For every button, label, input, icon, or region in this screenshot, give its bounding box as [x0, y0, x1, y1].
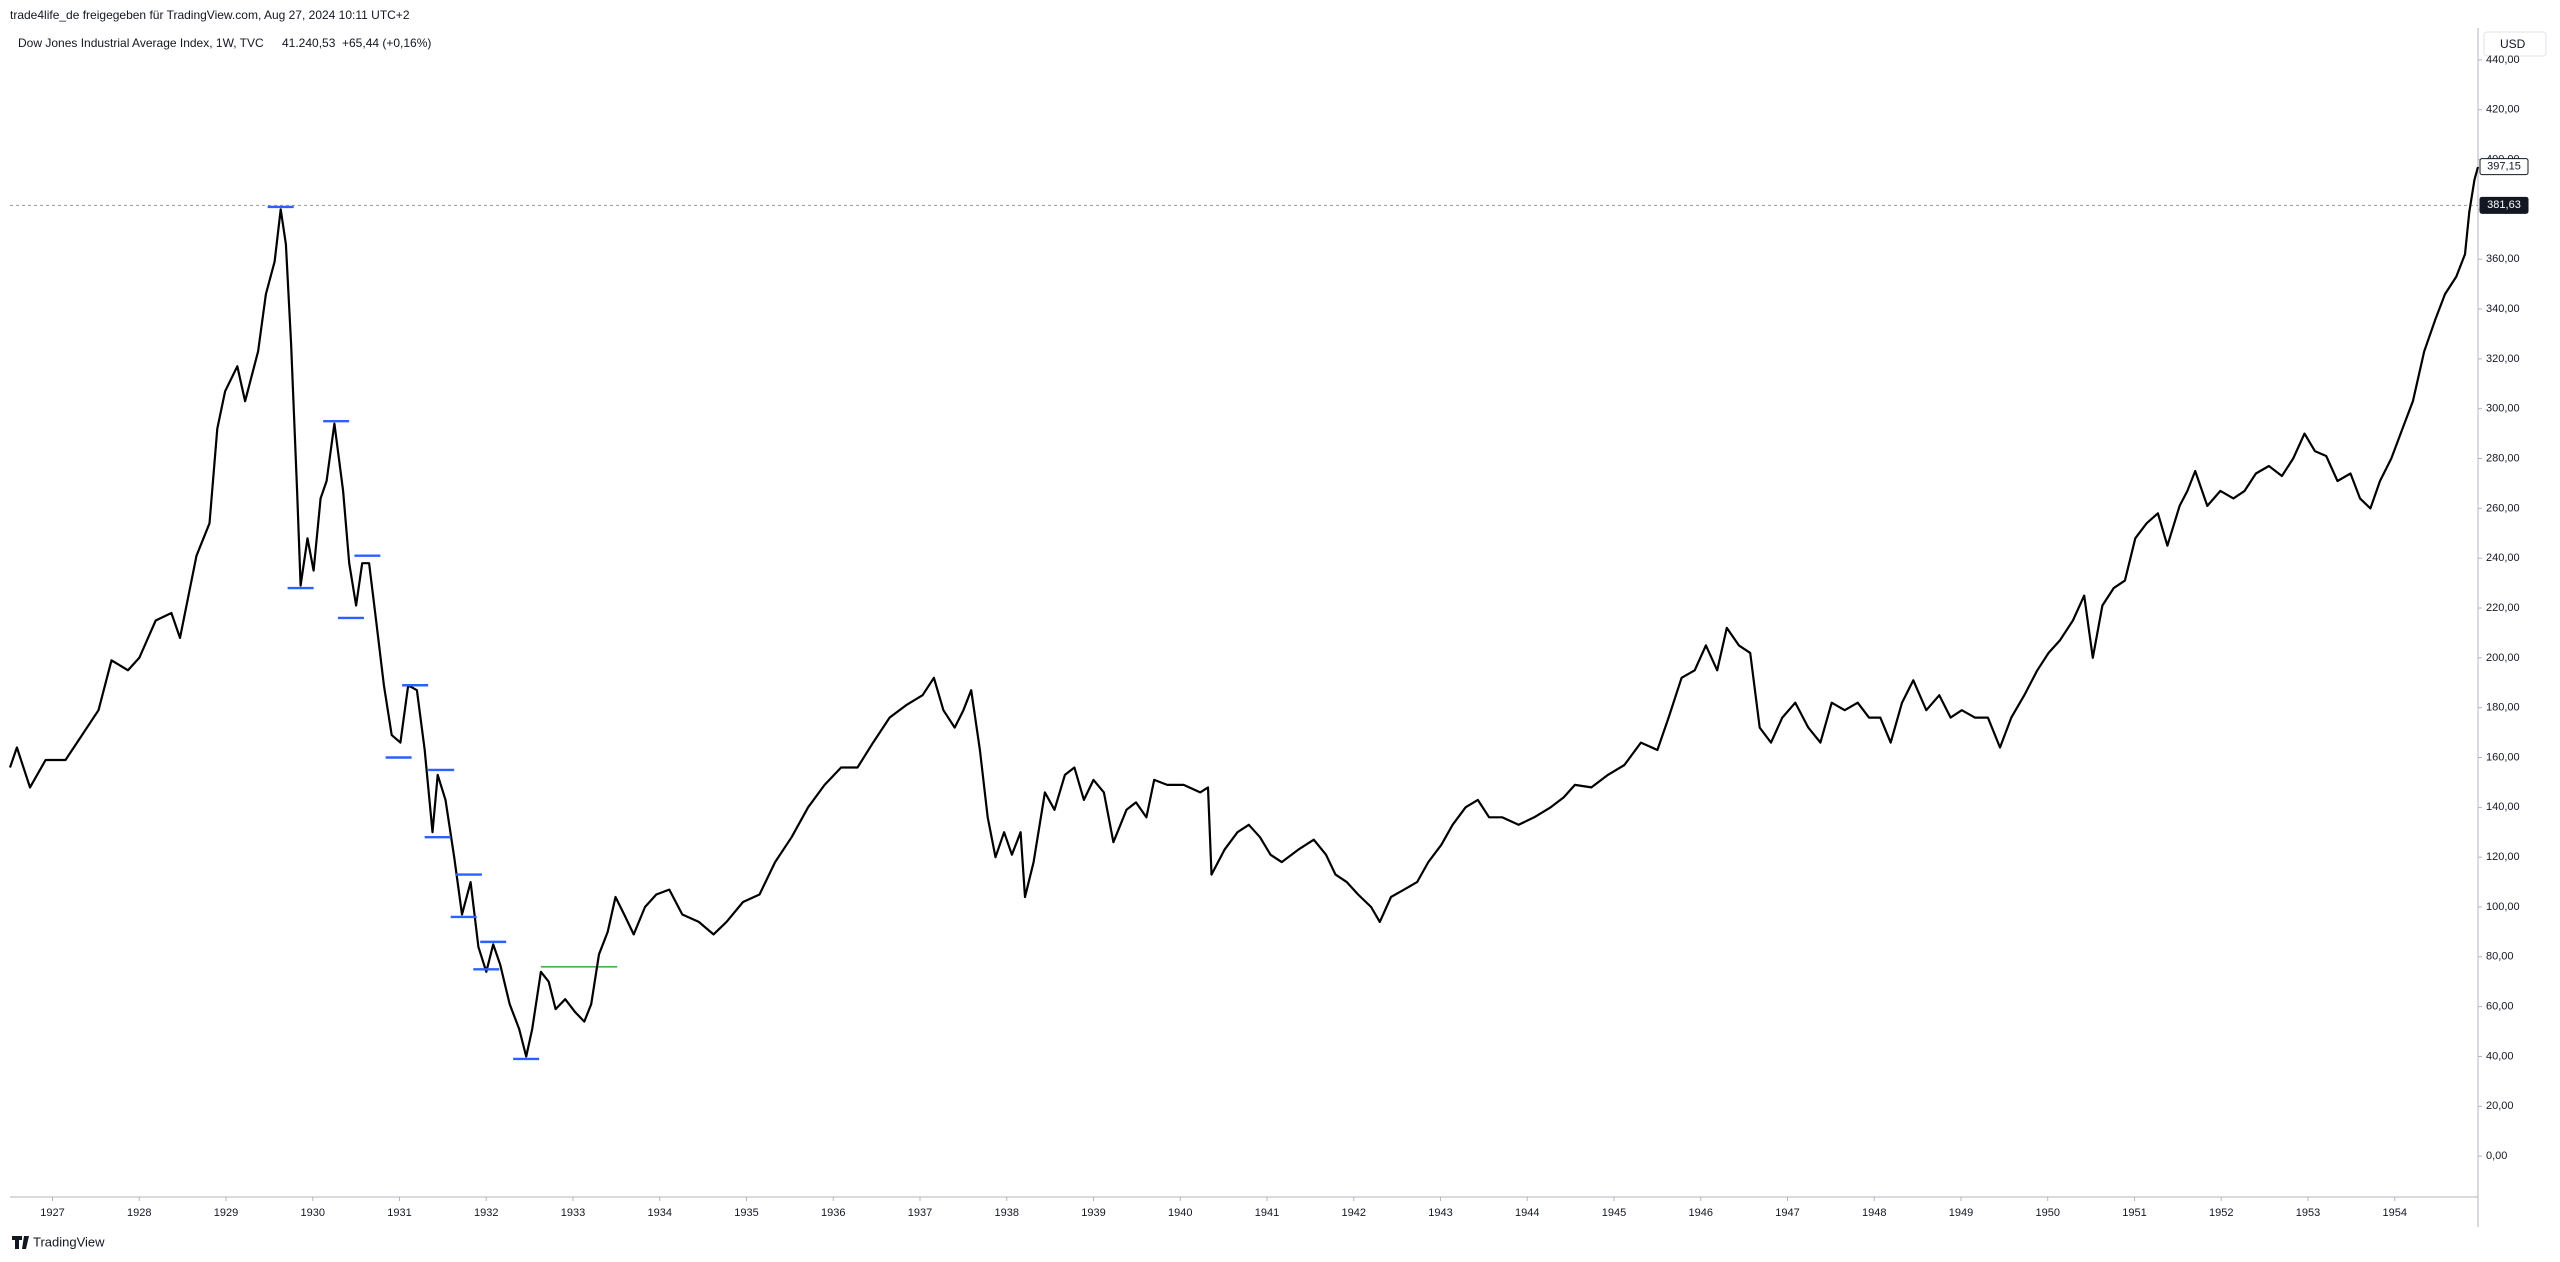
y-tick-label: 140,00 — [2486, 801, 2520, 813]
x-tick-label: 1932 — [474, 1207, 498, 1219]
x-tick-label: 1927 — [40, 1207, 64, 1219]
x-tick-label: 1946 — [1688, 1207, 1712, 1219]
y-tick-label: 120,00 — [2486, 851, 2520, 863]
y-tick-label: 100,00 — [2486, 901, 2520, 913]
x-tick-label: 1944 — [1515, 1207, 1539, 1219]
x-tick-label: 1929 — [214, 1207, 238, 1219]
y-tick-label: 260,00 — [2486, 502, 2520, 514]
x-tick-label: 1949 — [1949, 1207, 1973, 1219]
x-tick-label: 1928 — [127, 1207, 151, 1219]
y-tick-label: 360,00 — [2486, 253, 2520, 265]
y-tick-label: 240,00 — [2486, 552, 2520, 564]
price-tag — [2479, 196, 2529, 214]
y-tick-label: 320,00 — [2486, 353, 2520, 365]
x-tick-label: 1945 — [1602, 1207, 1626, 1219]
x-tick-label: 1939 — [1081, 1207, 1105, 1219]
y-tick-label: 200,00 — [2486, 652, 2520, 664]
header: trade4life_de freigegeben für TradingVie… — [10, 8, 410, 22]
x-tick-label: 1947 — [1775, 1207, 1799, 1219]
y-tick-label: 60,00 — [2486, 1001, 2514, 1013]
chart-title: Dow Jones Industrial Average Index, 1W, … — [18, 36, 264, 50]
x-tick-label: 1951 — [2122, 1207, 2146, 1219]
currency[interactable]: USD — [2500, 37, 2526, 51]
y-tick-label: 80,00 — [2486, 951, 2514, 963]
y-tick-label: 300,00 — [2486, 403, 2520, 415]
currency-box[interactable] — [2483, 31, 2547, 57]
logo-icon — [12, 1236, 29, 1249]
x-tick-label: 1952 — [2209, 1207, 2233, 1219]
price-change: +65,44 (+0,16%) — [342, 36, 431, 50]
x-tick-label: 1931 — [387, 1207, 411, 1219]
x-tick-label: 1953 — [2296, 1207, 2320, 1219]
x-tick-label: 1934 — [648, 1207, 672, 1219]
x-tick-label: 1935 — [734, 1207, 758, 1219]
y-tick-label: 340,00 — [2486, 303, 2520, 315]
price-tag-label: 381,63 — [2487, 199, 2521, 211]
y-tick-label: 420,00 — [2486, 104, 2520, 116]
x-tick-label: 1941 — [1255, 1207, 1279, 1219]
x-tick-label: 1938 — [995, 1207, 1019, 1219]
x-tick-label: 1933 — [561, 1207, 585, 1219]
x-tick-label: 1943 — [1428, 1207, 1452, 1219]
y-tick-label: 0,00 — [2486, 1150, 2507, 1162]
x-tick-label: 1940 — [1168, 1207, 1192, 1219]
x-tick-label: 1936 — [821, 1207, 845, 1219]
last-price: 41.240,53 — [282, 36, 336, 50]
y-tick-label: 440,00 — [2486, 54, 2520, 66]
y-tick-label: 40,00 — [2486, 1050, 2514, 1062]
y-tick-label: 160,00 — [2486, 751, 2520, 763]
x-tick-label: 1937 — [908, 1207, 932, 1219]
x-tick-label: 1954 — [2382, 1207, 2406, 1219]
price-tag — [2479, 158, 2529, 176]
price-tag-label: 397,15 — [2487, 161, 2521, 173]
y-tick-label: 20,00 — [2486, 1100, 2514, 1112]
x-tick-label: 1930 — [301, 1207, 325, 1219]
branding[interactable]: TradingView — [33, 1234, 105, 1249]
price-line — [8, 166, 2480, 1058]
y-tick-label: 220,00 — [2486, 602, 2520, 614]
x-tick-label: 1950 — [2035, 1207, 2059, 1219]
y-tick-label: 180,00 — [2486, 702, 2520, 714]
y-tick-label: 280,00 — [2486, 452, 2520, 464]
x-tick-label: 1942 — [1341, 1207, 1365, 1219]
x-tick-label: 1948 — [1862, 1207, 1886, 1219]
